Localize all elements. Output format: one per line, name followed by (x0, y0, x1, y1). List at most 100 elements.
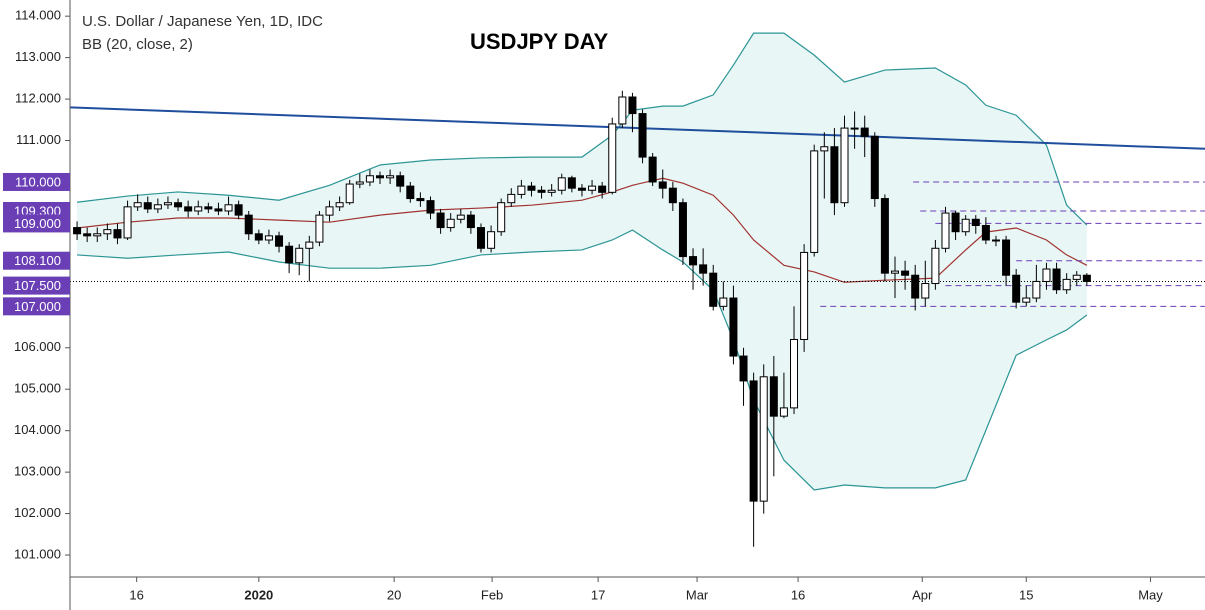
x-tick-label: 16 (129, 587, 143, 602)
candle-body (376, 175, 385, 179)
y-tick-label: 112.000 (15, 91, 61, 106)
candle-body (426, 200, 435, 214)
candle-body (608, 123, 617, 193)
y-tick-label: 104.000 (14, 422, 61, 437)
candle-body (275, 235, 284, 247)
candle-body (355, 181, 364, 185)
candle-body (668, 187, 677, 204)
candle-body (386, 175, 395, 179)
candle-body (365, 175, 374, 183)
candle-body (325, 206, 334, 216)
trendline (69, 106, 1205, 150)
y-tick-label: 114.000 (15, 8, 61, 23)
candle-body (790, 338, 799, 409)
x-tick-label: Feb (481, 587, 503, 602)
candle-body (123, 206, 132, 239)
candle-body (800, 251, 809, 340)
x-tick-label: Mar (686, 587, 709, 602)
level-label-box (3, 276, 70, 295)
candle-body (497, 202, 506, 233)
candle-body (971, 218, 980, 226)
candle-body (890, 270, 899, 274)
candle-body (295, 247, 304, 264)
candle-body (214, 208, 223, 212)
band-middle (76, 177, 1088, 283)
indicator-label: BB (20, close, 2) (82, 36, 193, 53)
candle-body (184, 206, 193, 212)
candle-body (951, 212, 960, 233)
candle-body (618, 96, 627, 125)
level-label: 108.100 (14, 253, 61, 268)
candle-body (648, 156, 657, 183)
candle-body (396, 175, 405, 187)
candle-body (487, 231, 496, 249)
candle-body (689, 256, 698, 266)
candle-body (991, 239, 1000, 242)
candle-body (729, 297, 738, 357)
candle-body (820, 146, 829, 152)
candle-body (588, 185, 597, 191)
candle-body (911, 274, 920, 299)
chart-subtitle: U.S. Dollar / Japanese Yen, 1D, IDC (82, 13, 323, 30)
candle-body (860, 127, 869, 137)
candle-body (406, 185, 415, 200)
chart-title: USDJPY DAY (470, 29, 609, 54)
candle-body (244, 214, 253, 235)
candle-body (719, 297, 728, 307)
candle-body (446, 218, 455, 229)
candle-body (254, 233, 263, 241)
x-tick-label: 15 (1019, 587, 1033, 602)
candle-body (194, 206, 203, 212)
y-tick-label: 103.000 (14, 464, 61, 479)
candle-body (476, 227, 485, 249)
candle-body (921, 283, 930, 299)
candle-body (901, 270, 910, 276)
candle-body (759, 376, 768, 502)
candle-body (234, 204, 243, 216)
candle-body (880, 198, 889, 274)
candle-body (981, 224, 990, 241)
x-tick-label: Apr (912, 587, 933, 602)
candle-body (941, 212, 950, 249)
candle-body (567, 177, 576, 189)
candle-body (153, 204, 162, 210)
candle-body (779, 407, 788, 417)
candle-body (850, 127, 859, 130)
candle-body (93, 233, 102, 237)
candle-body (204, 206, 213, 210)
x-tick-label: 20 (387, 587, 401, 602)
level-label: 110.000 (15, 174, 61, 189)
candle-body (547, 189, 556, 193)
level-label-box (3, 214, 70, 233)
candle-body (1082, 274, 1091, 282)
candle-body (436, 212, 445, 229)
candle-body (103, 229, 112, 235)
candle-body (1012, 274, 1021, 303)
level-label-box (3, 172, 70, 191)
x-tick-label: 2020 (244, 587, 273, 602)
candle-body (1062, 278, 1071, 291)
candle-body (810, 150, 819, 253)
candle-body (678, 202, 687, 258)
candle-body (113, 229, 122, 239)
band-upper (76, 32, 1088, 226)
x-tick-label: 17 (591, 587, 605, 602)
candle-body (830, 146, 839, 204)
candle-body (1042, 268, 1051, 282)
candle-body (658, 181, 667, 189)
candle-body (931, 247, 940, 285)
candle-body (537, 189, 546, 193)
candle-body (709, 272, 718, 307)
candle-body (285, 245, 294, 264)
candle-body (870, 135, 879, 200)
candle-body (224, 204, 233, 212)
y-tick-label: 105.000 (14, 381, 61, 396)
candle-body (83, 233, 92, 237)
y-tick-label: 102.000 (14, 505, 61, 520)
candle-body (699, 264, 708, 274)
candle-body (840, 127, 849, 204)
candle-body (739, 355, 748, 382)
candle-body (456, 214, 465, 220)
candle-body (517, 185, 526, 195)
